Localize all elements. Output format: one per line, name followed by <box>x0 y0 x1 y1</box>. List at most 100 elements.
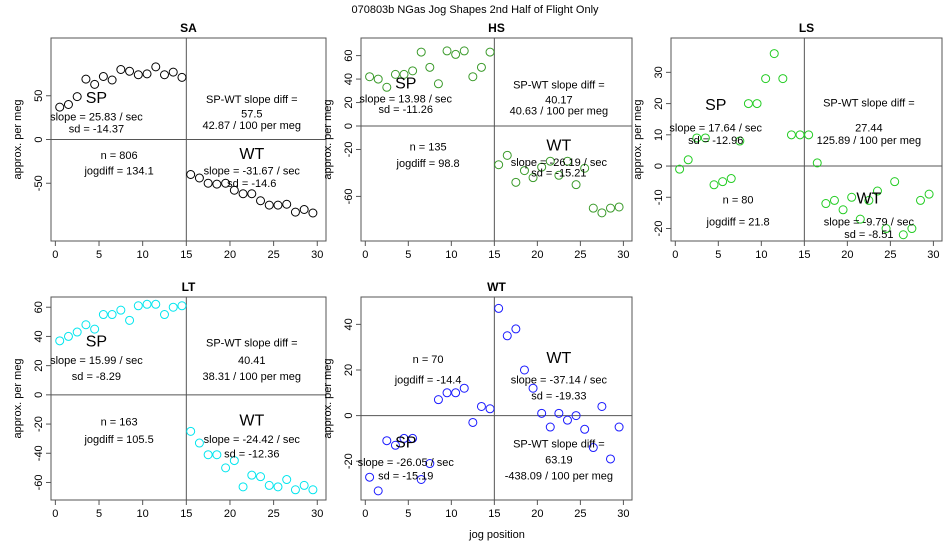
y-axis-label: approx. per meg <box>12 358 24 438</box>
data-point <box>502 150 512 160</box>
plot-frame <box>50 296 327 501</box>
annotation-label: slope = 17.64 / sec <box>669 123 762 135</box>
annotation-label: sd = -8.51 <box>844 229 893 241</box>
data-point <box>786 130 796 140</box>
annotation-label: sd = -19.33 <box>531 391 586 403</box>
data-point <box>545 156 555 166</box>
data-point <box>476 62 486 72</box>
data-point <box>511 177 521 187</box>
data-point <box>468 417 478 427</box>
data-point <box>804 130 814 140</box>
annotation-label: sd = -15.19 <box>378 470 433 482</box>
plot-frame <box>670 37 943 242</box>
x-tick-label: 25 <box>267 508 279 520</box>
annotation-label: sd = -14.37 <box>69 124 124 136</box>
annotation-label: WT <box>239 146 264 163</box>
data-point <box>399 433 409 443</box>
data-point <box>382 436 392 446</box>
annotation-label: sd = -14.6 <box>227 178 276 190</box>
data-point <box>186 426 196 436</box>
annotation-label: SP <box>86 90 107 107</box>
data-point <box>442 46 452 56</box>
annotation-label: slope = 13.98 / sec <box>359 94 452 106</box>
data-point <box>743 99 753 109</box>
panel-title: HS <box>488 21 505 35</box>
y-tick-label: -20 <box>33 416 45 432</box>
annotation-label: 40.17 <box>545 95 573 107</box>
x-tick-label: 5 <box>405 508 411 520</box>
x-tick-label: 10 <box>755 249 767 261</box>
data-point <box>528 173 538 183</box>
annotation-label: 42.87 / 100 per meg <box>203 120 301 132</box>
data-point <box>116 305 126 315</box>
panel-title: LS <box>799 21 814 35</box>
data-point <box>107 310 117 320</box>
annotation-label: SP-WT slope diff = <box>206 338 298 350</box>
data-point <box>545 422 555 432</box>
y-tick-label: -20 <box>343 142 355 158</box>
annotation-label: sd = -12.96 <box>688 135 743 147</box>
data-point <box>433 395 443 405</box>
data-point <box>116 65 126 74</box>
annotation-label: SP <box>86 334 107 351</box>
data-point <box>416 474 426 484</box>
data-point <box>203 450 213 460</box>
data-point <box>468 72 478 82</box>
x-tick-label: 20 <box>224 508 236 520</box>
data-point <box>81 320 91 330</box>
annotation-label: 27.44 <box>855 123 883 135</box>
y-tick-label: 40 <box>33 330 45 342</box>
data-point <box>872 186 882 196</box>
annotation-label: sd = -11.26 <box>378 104 433 116</box>
annotation-label: n = 135 <box>410 142 447 154</box>
annotation-label: slope = 15.99 / sec <box>50 355 143 367</box>
y-tick-label: 40 <box>343 73 355 85</box>
figure-xlabel: jog position <box>468 529 525 541</box>
data-point <box>151 299 161 309</box>
data-point <box>133 70 143 80</box>
x-tick-label: 5 <box>96 249 102 261</box>
data-point <box>186 170 196 179</box>
data-point <box>683 155 693 165</box>
data-point <box>168 302 178 312</box>
annotation-label: jogdiff = 98.8 <box>396 158 460 170</box>
data-point <box>829 195 839 205</box>
data-point <box>229 456 239 466</box>
figure-title: 070803b NGas Jog Shapes 2nd Half of Flig… <box>351 4 599 16</box>
x-tick-label: 15 <box>180 508 192 520</box>
y-tick-label: 30 <box>653 66 665 78</box>
x-tick-label: 30 <box>617 249 629 261</box>
data-point <box>605 203 615 213</box>
annotation-label: sd = -12.36 <box>224 449 279 461</box>
panel-title: SA <box>180 21 197 35</box>
data-point <box>718 177 728 187</box>
data-point <box>571 411 581 421</box>
annotation-label: slope = -24.42 / sec <box>204 434 301 446</box>
data-point <box>519 166 529 176</box>
x-tick-label: 0 <box>52 508 58 520</box>
annotation-label: n = 70 <box>413 354 444 366</box>
y-tick-label: 40 <box>343 318 355 330</box>
data-point <box>373 74 383 84</box>
annotation-label: WT <box>546 350 571 367</box>
data-point <box>365 472 375 482</box>
data-point <box>580 424 590 434</box>
annotation-label: slope = -37.14 / sec <box>511 375 608 387</box>
data-point <box>588 443 598 453</box>
annotation-label: 125.89 / 100 per meg <box>817 135 922 147</box>
data-point <box>273 482 283 492</box>
panel-title: WT <box>487 280 506 294</box>
data-point <box>159 310 169 320</box>
data-point <box>675 164 685 174</box>
annotation-label: slope = -26.05 / sec <box>358 457 455 469</box>
data-point <box>416 47 426 57</box>
data-point <box>778 74 788 84</box>
data-point <box>55 102 65 112</box>
chart-panel-lt: LT 0 5 10 15 20 25 30 -60 -40 -20 0 20 40 60 approx. pe… <box>12 280 327 520</box>
x-tick-label: 25 <box>267 249 279 261</box>
y-tick-label: -20 <box>653 221 665 237</box>
x-tick-label: 0 <box>672 249 678 261</box>
data-point <box>425 459 435 469</box>
annotation-label: SP-WT slope diff = <box>823 98 915 110</box>
annotation-label: jogdiff = 105.5 <box>83 434 153 446</box>
